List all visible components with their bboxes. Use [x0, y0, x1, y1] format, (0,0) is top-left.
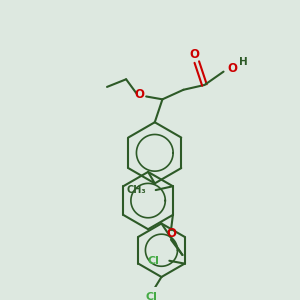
Text: O: O: [166, 227, 176, 241]
Text: Cl: Cl: [146, 292, 158, 300]
Text: O: O: [134, 88, 145, 101]
Text: CH₃: CH₃: [127, 185, 146, 195]
Text: O: O: [227, 62, 237, 75]
Text: Cl: Cl: [148, 256, 160, 266]
Text: O: O: [189, 48, 199, 61]
Text: H: H: [239, 57, 248, 67]
